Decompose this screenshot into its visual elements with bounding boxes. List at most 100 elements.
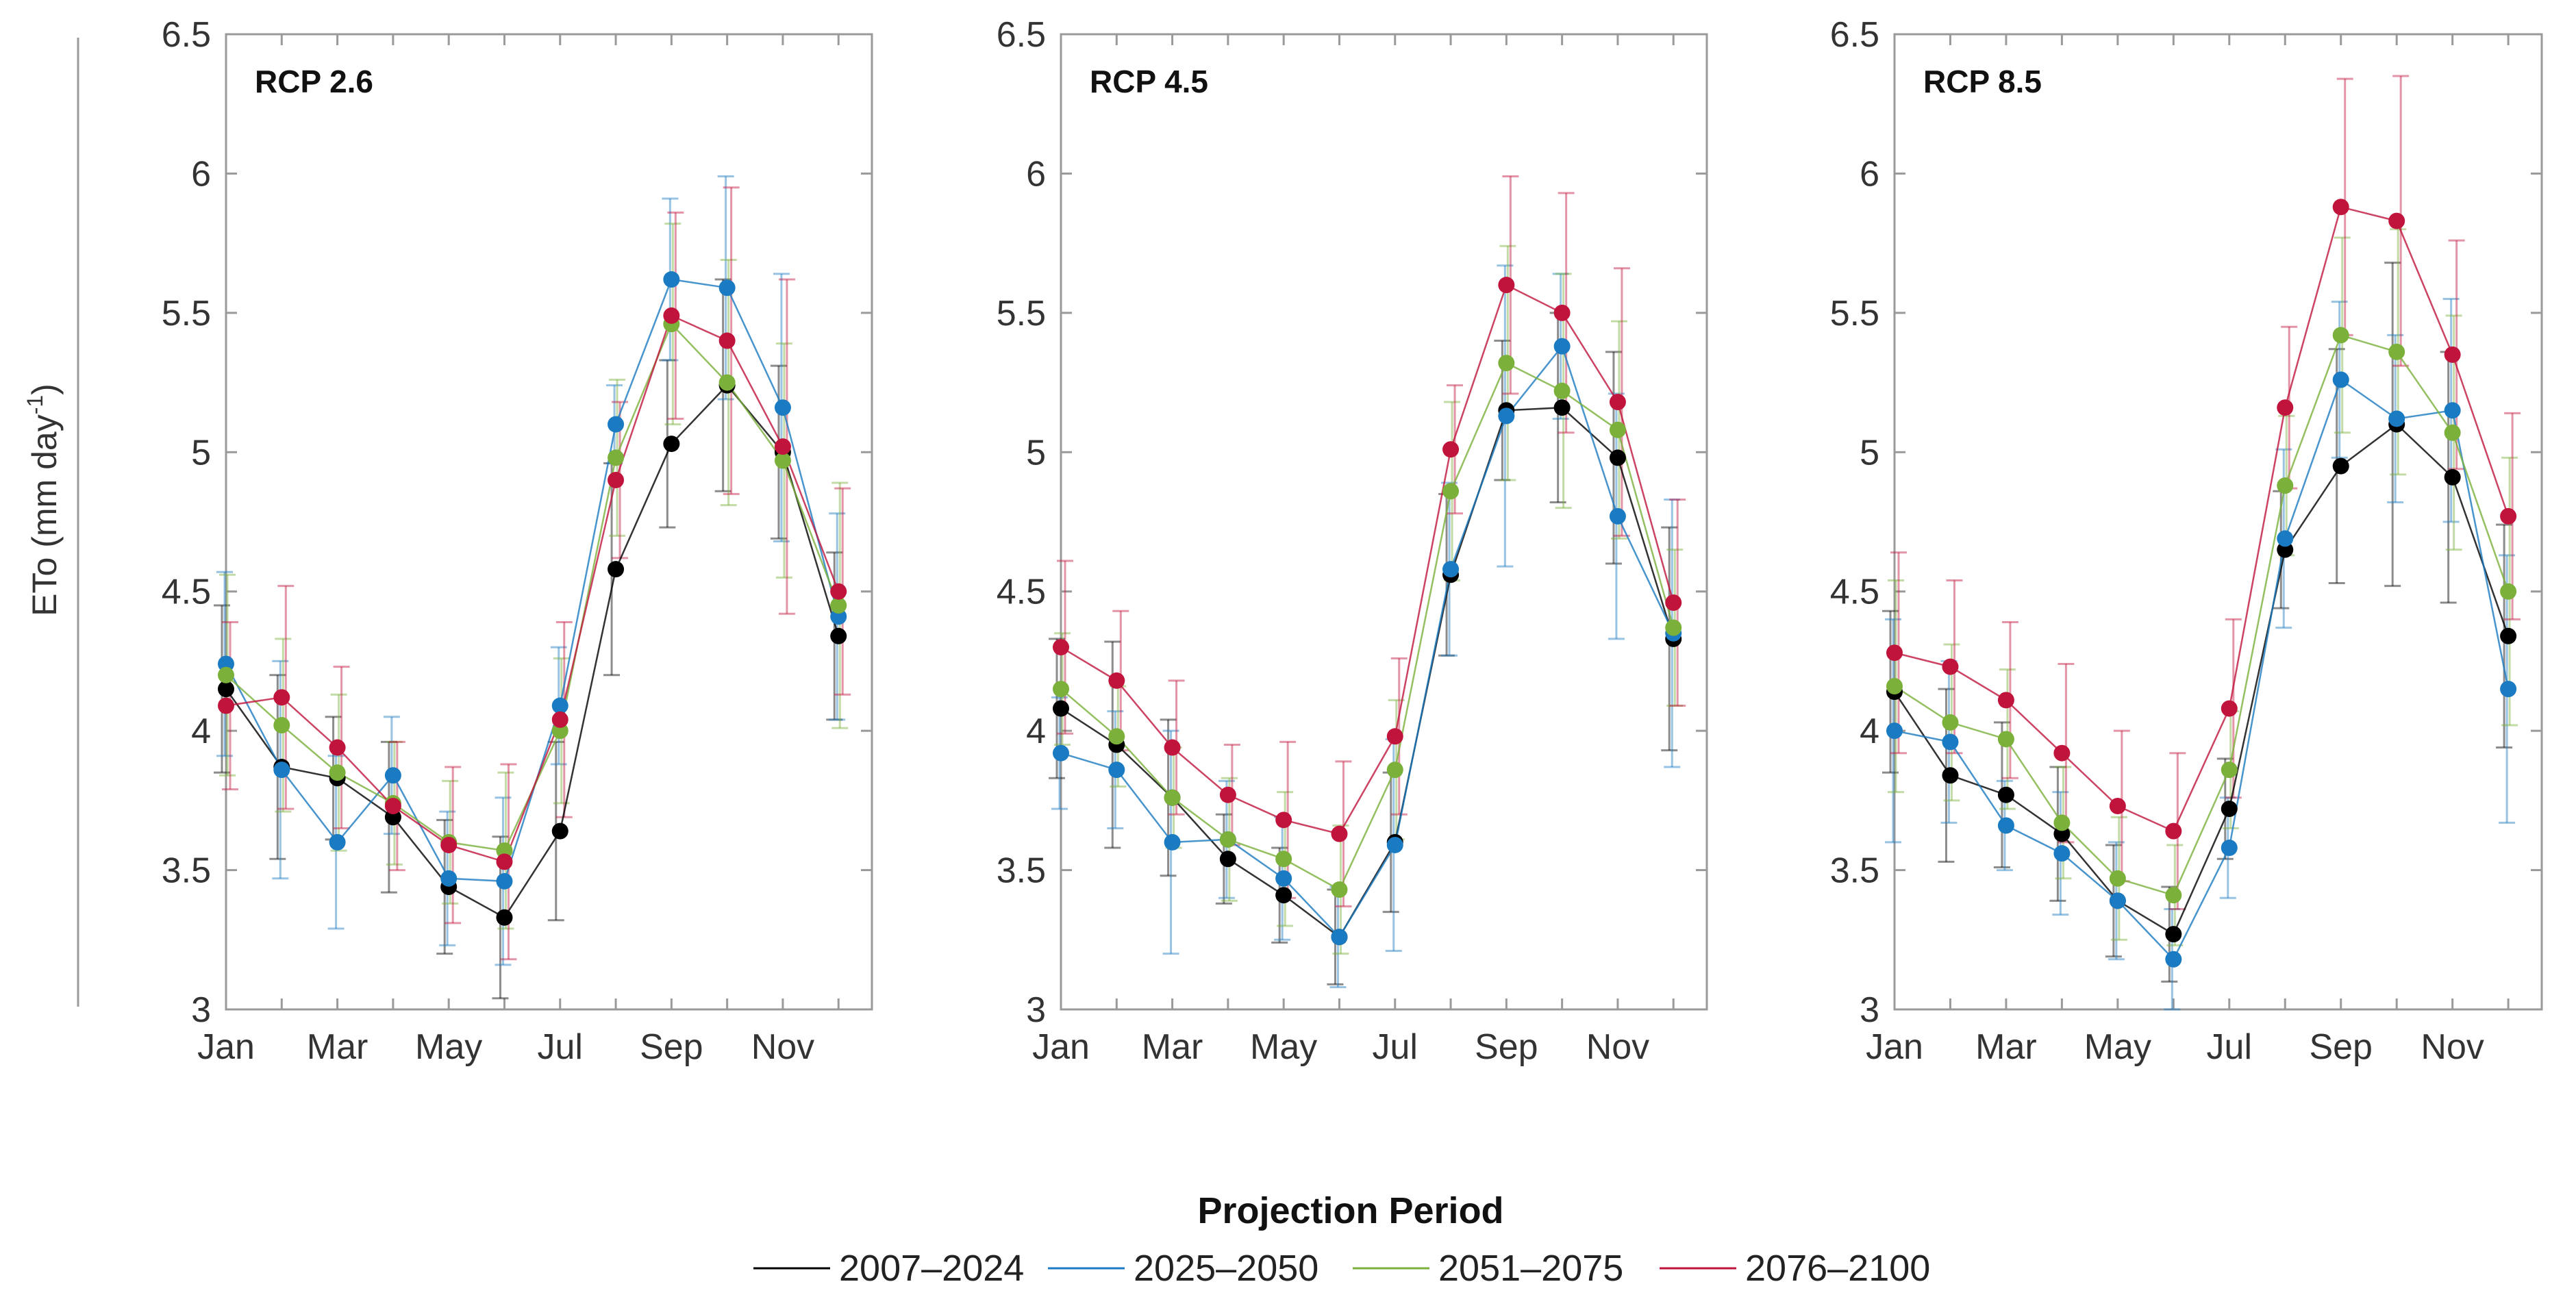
y-tick-label: 3: [191, 990, 211, 1030]
data-point-2076-2100: [2277, 399, 2294, 416]
data-point-2007-2024: [1609, 449, 1626, 466]
x-tick-label: Sep: [2309, 1027, 2373, 1067]
data-point-2025-2050: [2332, 371, 2349, 388]
data-point-2025-2050: [1886, 722, 1903, 740]
data-point-2025-2050: [496, 872, 513, 890]
data-point-2076-2100: [1108, 672, 1125, 689]
data-point-2007-2024: [1275, 887, 1292, 904]
data-point-2007-2024: [218, 681, 234, 698]
legend-label-2025-2050: 2025–2050: [1134, 1248, 1318, 1289]
data-point-2025-2050: [384, 767, 401, 784]
data-point-2007-2024: [663, 436, 680, 453]
data-point-2051-2075: [1053, 681, 1069, 698]
data-point-2025-2050: [1331, 929, 1348, 946]
y-tick-label: 5: [1026, 433, 1046, 473]
data-point-2076-2100: [608, 471, 625, 488]
y-tick-label: 4.5: [1830, 573, 1879, 612]
series-line-2025-2050: [1894, 378, 2510, 961]
legend-label-2007-2024: 2007–2024: [839, 1248, 1024, 1289]
x-tick-label: Mar: [307, 1027, 368, 1067]
data-point-2076-2100: [2221, 700, 2238, 717]
y-tick-label: 6: [1026, 154, 1046, 194]
data-point-2076-2100: [1997, 692, 2014, 709]
panel-rcp-2-6: 3 3.5 4 4.5 5 5.5 6 6.5 Jan Mar May Jul Sep Nov RCP 2.…: [162, 15, 873, 1067]
data-point-2007-2024: [1942, 767, 1959, 784]
data-point-2025-2050: [1108, 762, 1125, 779]
data-point-2076-2100: [2109, 797, 2126, 814]
y-tick-label: 4: [191, 712, 211, 751]
data-point-2051-2075: [1997, 731, 2014, 748]
data-point-2007-2024: [830, 627, 847, 644]
data-point-2076-2100: [1386, 728, 1403, 745]
data-point-2051-2075: [1553, 382, 1571, 399]
data-point-2025-2050: [774, 399, 791, 416]
legend-title: Projection Period: [1197, 1190, 1503, 1231]
y-tick-label: 6: [1860, 154, 1879, 194]
data-point-2051-2075: [218, 666, 234, 683]
x-tick-label: Jan: [1032, 1027, 1090, 1067]
data-point-2025-2050: [2053, 845, 2071, 862]
data-point-2051-2075: [329, 764, 346, 781]
data-point-2076-2100: [1219, 786, 1236, 803]
y-tick-label: 3: [1860, 990, 1879, 1030]
data-point-2076-2100: [1665, 594, 1682, 611]
panel-title: RCP 4.5: [1090, 64, 1208, 99]
data-point-2025-2050: [2444, 402, 2461, 419]
y-axis-label: ETo (mm day-1): [23, 383, 64, 616]
data-point-2007-2024: [2500, 627, 2517, 644]
x-tick-label: Jul: [1373, 1027, 1418, 1067]
series-line-2051-2075: [225, 322, 840, 852]
data-point-2051-2075: [1498, 355, 1515, 372]
panel-title: RCP 8.5: [1923, 64, 2042, 99]
data-point-2051-2075: [2053, 814, 2071, 831]
y-tick-label: 5: [191, 433, 211, 473]
y-tick-label: 4.5: [162, 573, 211, 612]
data-point-2007-2024: [1997, 786, 2014, 803]
x-tick-label: Jan: [1866, 1027, 1923, 1067]
x-tick-label: Nov: [1586, 1027, 1649, 1067]
data-point-2076-2100: [1442, 441, 1460, 458]
data-point-2076-2100: [1553, 304, 1571, 321]
series-line-2076-2100: [225, 314, 840, 863]
data-point-2076-2100: [440, 836, 458, 853]
data-point-2051-2075: [1331, 881, 1348, 898]
data-point-2007-2024: [2332, 457, 2349, 475]
series-line-2051-2075: [1060, 362, 1675, 891]
data-point-2025-2050: [1386, 836, 1403, 853]
data-point-2076-2100: [1498, 277, 1515, 294]
data-point-2076-2100: [1609, 394, 1626, 411]
data-point-2051-2075: [1275, 851, 1292, 868]
x-tick-label: May: [415, 1027, 482, 1067]
data-point-2025-2050: [2500, 681, 2517, 698]
y-tick-label: 3.5: [1830, 851, 1879, 891]
data-point-2076-2100: [1942, 658, 1959, 675]
data-point-2076-2100: [1164, 739, 1181, 756]
y-tick-label: 3.5: [997, 851, 1046, 891]
data-point-2051-2075: [2332, 327, 2349, 344]
data-point-2051-2075: [1609, 421, 1626, 438]
x-tick-label: Nov: [751, 1027, 814, 1067]
x-tick-label: May: [1250, 1027, 1317, 1067]
data-point-2051-2075: [608, 449, 625, 466]
panel-rcp-8-5: 3 3.5 4 4.5 5 5.5 6 6.5 Jan Mar May Jul Sep Nov RCP 8.…: [1830, 15, 2543, 1067]
data-point-2076-2100: [2165, 822, 2182, 840]
data-point-2076-2100: [718, 332, 736, 349]
data-point-2076-2100: [1886, 644, 1903, 662]
data-point-2025-2050: [2277, 530, 2294, 547]
series-line-2007-2024: [1060, 406, 1675, 939]
data-point-2007-2024: [1053, 700, 1069, 717]
data-point-2025-2050: [551, 697, 568, 714]
data-point-2051-2075: [774, 452, 791, 469]
data-point-2025-2050: [1609, 507, 1626, 525]
data-point-2007-2024: [551, 822, 568, 840]
data-point-2025-2050: [2388, 410, 2405, 427]
data-point-2051-2075: [1219, 831, 1236, 848]
data-point-2051-2075: [1886, 678, 1903, 695]
legend-label-2076-2100: 2076–2100: [1745, 1248, 1930, 1289]
data-point-2051-2075: [2277, 477, 2294, 494]
y-tick-label: 3: [1026, 990, 1046, 1030]
y-tick-label: 4.5: [997, 573, 1046, 612]
y-tick-label: 5.5: [1830, 294, 1879, 334]
data-point-2025-2050: [718, 279, 736, 297]
